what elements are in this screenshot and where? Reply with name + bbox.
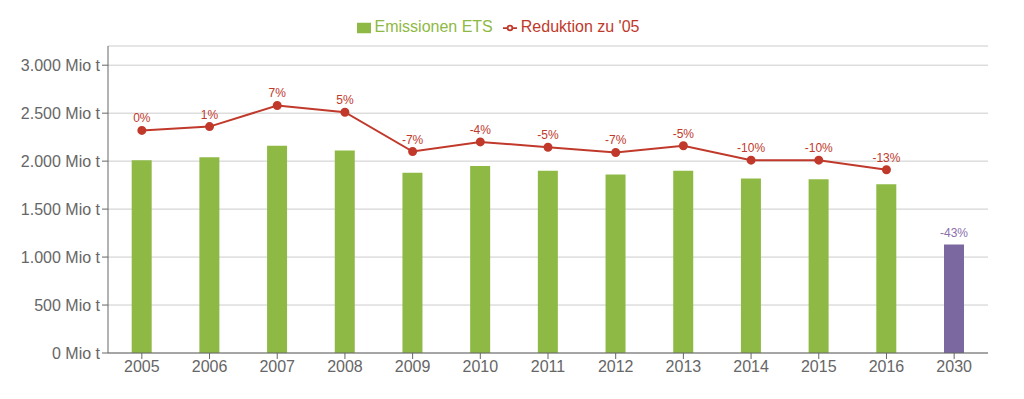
svg-text:500 Mio t: 500 Mio t [34,297,100,314]
svg-text:-5%: -5% [537,128,559,142]
svg-text:3.000 Mio t: 3.000 Mio t [21,57,101,74]
svg-text:2006: 2006 [192,358,228,375]
svg-text:2007: 2007 [259,358,295,375]
svg-text:2.500 Mio t: 2.500 Mio t [21,105,101,122]
svg-text:2008: 2008 [327,358,363,375]
svg-text:2014: 2014 [733,358,769,375]
svg-text:7%: 7% [269,86,287,100]
svg-text:2010: 2010 [463,358,499,375]
svg-text:0 Mio t: 0 Mio t [52,345,101,362]
svg-text:-7%: -7% [605,133,627,147]
svg-text:-7%: -7% [402,133,424,147]
svg-text:-10%: -10% [737,141,765,155]
svg-text:2012: 2012 [598,358,634,375]
svg-text:2016: 2016 [869,358,905,375]
svg-text:2009: 2009 [395,358,431,375]
svg-text:-10%: -10% [805,141,833,155]
svg-text:-43%: -43% [940,226,968,240]
svg-text:-5%: -5% [673,127,695,141]
svg-text:2011: 2011 [531,358,566,375]
svg-text:2.000 Mio t: 2.000 Mio t [21,153,101,170]
svg-text:1.500 Mio t: 1.500 Mio t [21,201,101,218]
svg-text:1%: 1% [201,108,219,122]
svg-text:2030: 2030 [936,358,972,375]
svg-text:0%: 0% [133,111,151,125]
svg-text:-13%: -13% [872,151,900,165]
svg-text:5%: 5% [336,93,354,107]
svg-text:1.000 Mio t: 1.000 Mio t [21,249,101,266]
svg-text:2015: 2015 [801,358,837,375]
html-text:Reduktion zu '05: Reduktion zu '05 [520,18,640,35]
svg-text:2013: 2013 [666,358,702,375]
svg-text:2005: 2005 [124,358,160,375]
svg-text:-4%: -4% [470,123,492,137]
html-text:Emissionen ETS: Emissionen ETS [374,18,493,35]
